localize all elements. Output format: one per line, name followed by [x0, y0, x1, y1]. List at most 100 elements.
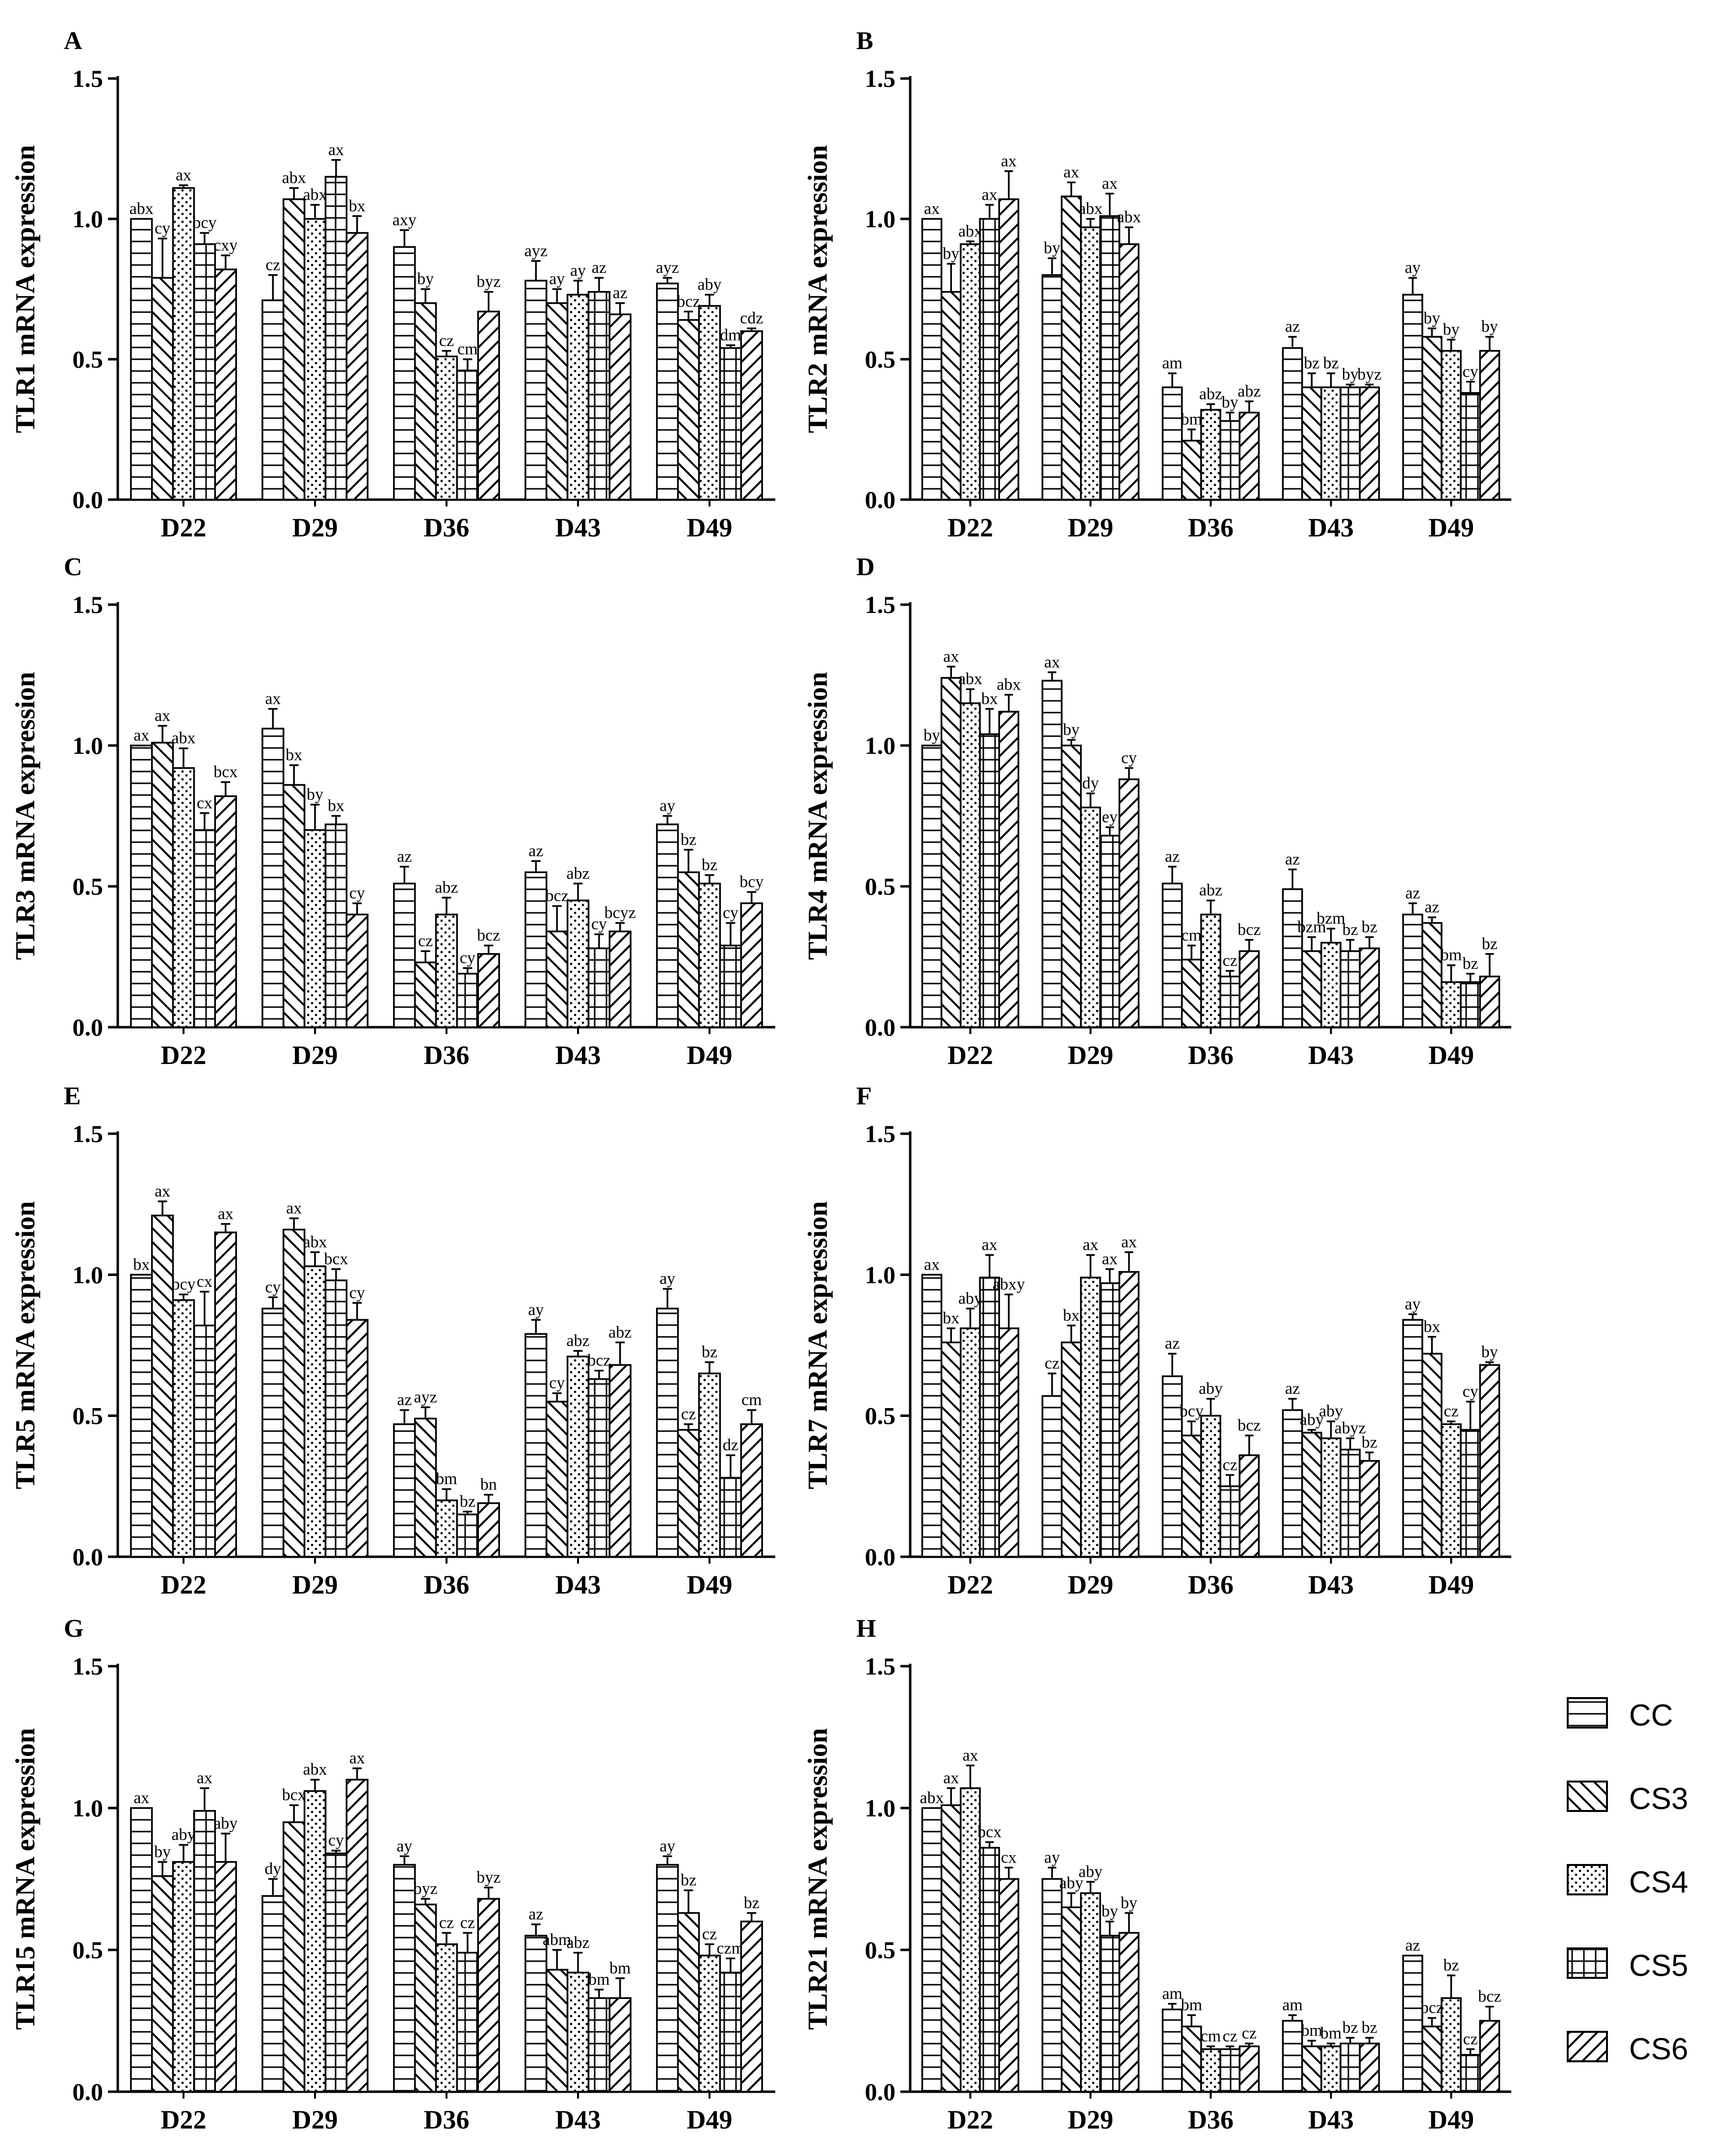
bar: [587, 291, 611, 501]
x-tick-label: D22: [161, 1040, 207, 1070]
y-tick-label: 1.0: [865, 1261, 896, 1288]
bar: [1099, 834, 1121, 1028]
bar: [130, 745, 153, 1028]
significance-label: abxy: [993, 1276, 1025, 1294]
bar: [960, 1327, 981, 1558]
significance-label: abx: [1079, 200, 1103, 218]
significance-label: az: [397, 1391, 412, 1409]
bar: [677, 319, 700, 501]
significance-label: bz: [1304, 354, 1319, 373]
x-tick-label: D36: [424, 2105, 470, 2134]
bar: [677, 1429, 700, 1558]
significance-label: aby: [213, 1814, 237, 1833]
significance-label: bx: [981, 690, 998, 708]
significance-label: ax: [943, 647, 959, 665]
bar: [608, 313, 631, 501]
y-tick-label: 1.0: [73, 205, 104, 233]
x-tick-label: D29: [292, 513, 338, 542]
significance-label: cm: [741, 1391, 762, 1409]
significance-label: czm: [717, 1939, 745, 1957]
legend-swatch: [1567, 1864, 1608, 1895]
significance-label: abz: [1237, 382, 1261, 400]
significance-label: by: [1342, 365, 1359, 383]
panel-label: G: [64, 1615, 83, 1643]
y-tick-label: 1.0: [865, 205, 896, 233]
bar: [262, 1307, 285, 1558]
x-tick-label: D49: [687, 1040, 733, 1070]
bar: [1161, 386, 1183, 501]
bar: [1340, 2042, 1361, 2093]
y-tick-label: 0.0: [73, 486, 104, 513]
bar: [525, 1333, 548, 1558]
bar: [414, 1417, 437, 1558]
bar: [1219, 975, 1241, 1028]
legend: CC CS3 CS4 CS5 CS6: [1567, 1697, 1688, 2066]
bar: [677, 1912, 700, 2093]
significance-label: bm: [1320, 2024, 1342, 2043]
bar: [1080, 1892, 1101, 2093]
x-tick-label: D43: [1308, 513, 1354, 542]
x-tick-label: D22: [161, 2105, 207, 2134]
significance-label: cx: [197, 794, 212, 812]
panel-label: A: [64, 27, 82, 55]
bar: [740, 902, 763, 1028]
y-tick-label: 0.5: [865, 1936, 896, 1964]
x-tick-label: D49: [1428, 1040, 1474, 1070]
significance-label: by: [1423, 309, 1440, 327]
bar: [262, 299, 285, 501]
significance-label: by: [943, 245, 959, 263]
significance-label: bz: [460, 1492, 475, 1511]
bar: [719, 944, 742, 1028]
significance-label: az: [1424, 898, 1439, 916]
significance-label: aby: [1199, 1380, 1223, 1398]
significance-label: byz: [476, 1868, 500, 1887]
bar: [1238, 950, 1260, 1028]
bar: [303, 1265, 327, 1558]
significance-label: ax: [962, 1746, 978, 1764]
bar: [393, 246, 416, 501]
legend-swatch: [1567, 1947, 1608, 1979]
bar: [393, 1863, 416, 2093]
legend-item-cc: CC: [1567, 1697, 1673, 1732]
significance-label: bcx: [977, 1823, 1001, 1841]
significance-label: cz: [1045, 1354, 1059, 1372]
significance-label: aby: [1059, 1874, 1083, 1892]
significance-label: bz: [1482, 935, 1498, 953]
significance-label: cy: [1121, 749, 1137, 767]
bar: [1161, 882, 1183, 1028]
panel-label: C: [64, 553, 82, 581]
y-tick-label: 1.5: [865, 1652, 896, 1680]
significance-label: bx: [943, 1309, 959, 1328]
bar: [698, 882, 721, 1028]
bar: [282, 1821, 306, 2093]
significance-label: bcyz: [605, 904, 636, 922]
bar: [1479, 350, 1500, 501]
x-tick-label: D29: [1068, 2105, 1113, 2134]
significance-label: bx: [286, 746, 302, 764]
significance-label: cy: [1463, 363, 1478, 381]
bar: [1099, 1282, 1121, 1558]
y-tick-label: 0.0: [865, 2078, 896, 2105]
bar: [1200, 2048, 1221, 2093]
significance-label: bm: [1301, 2022, 1322, 2040]
bar: [477, 311, 500, 501]
significance-label: am: [1282, 1996, 1303, 2014]
significance-label: ax: [982, 186, 998, 204]
significance-label: ay: [659, 1837, 675, 1855]
bar: [719, 347, 742, 501]
significance-label: ax: [155, 707, 170, 725]
x-tick-label: D49: [687, 2105, 733, 2134]
bar: [587, 1378, 611, 1558]
y-axis-label: TLR4 mRNA expression: [803, 672, 833, 960]
bar: [677, 871, 700, 1028]
bar: [262, 727, 285, 1028]
significance-label: bm: [609, 1959, 631, 1977]
bar: [456, 1514, 479, 1558]
significance-label: bz: [1463, 955, 1478, 973]
x-tick-label: D49: [1428, 2105, 1474, 2134]
significance-label: by: [1481, 1343, 1498, 1361]
bar: [324, 1852, 348, 2093]
bar: [130, 1274, 153, 1558]
significance-label: bcz: [587, 1352, 610, 1370]
